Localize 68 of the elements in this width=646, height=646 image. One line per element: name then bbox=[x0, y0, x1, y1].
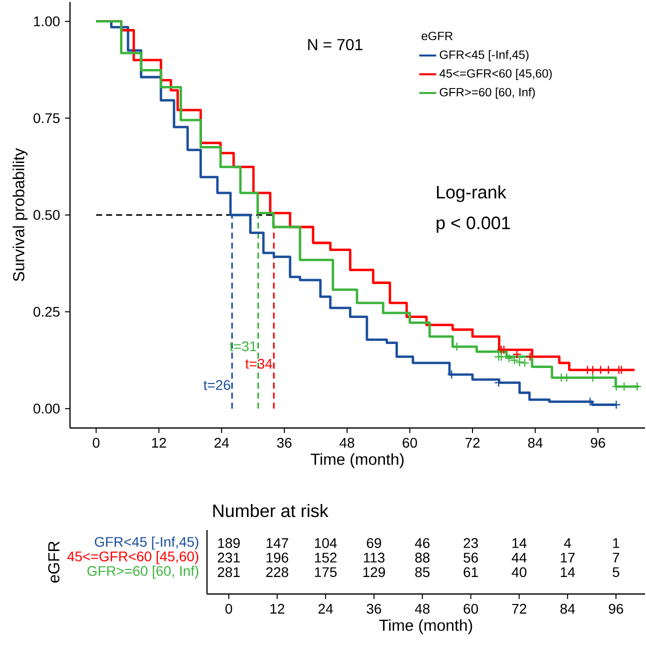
data-label: 56 bbox=[464, 552, 478, 563]
y-axis-title: Survival probability bbox=[12, 148, 28, 282]
x-axis-title: Time (month) bbox=[379, 619, 472, 634]
y-tick-label: 45<=GFR<60 [45,60) bbox=[67, 551, 198, 564]
data-label: 113 bbox=[364, 552, 384, 563]
x-tick-label: 60 bbox=[464, 604, 478, 614]
y-tick-label: GFR>=60 [60, Inf) bbox=[87, 566, 198, 579]
data-label: 85 bbox=[415, 567, 430, 578]
x-tick-label: 12 bbox=[270, 604, 284, 614]
y-tick-label: 0.00 bbox=[34, 404, 60, 414]
data-label: 1 bbox=[613, 538, 620, 548]
ref-line-label: t=31 bbox=[230, 341, 256, 352]
x-tick-label: 72 bbox=[465, 438, 480, 448]
x-tick-label: 24 bbox=[318, 604, 333, 614]
data-label: 14 bbox=[512, 538, 527, 548]
data-label: 61 bbox=[464, 567, 478, 578]
data-label: 88 bbox=[415, 552, 430, 563]
data-label: 152 bbox=[315, 552, 337, 563]
data-label: 175 bbox=[315, 567, 337, 578]
data-label: 4 bbox=[564, 538, 572, 548]
legend-label: 45<=GFR<60 [45,60) bbox=[439, 68, 552, 80]
data-label: 23 bbox=[464, 538, 478, 548]
x-tick-label: 12 bbox=[152, 438, 166, 448]
x-tick-label: 36 bbox=[277, 438, 292, 448]
y-axis-title: eGFR bbox=[48, 541, 60, 583]
data-label: 14 bbox=[560, 567, 575, 577]
y-tick-label: 0.50 bbox=[34, 210, 60, 220]
annotation: p < 0.001 bbox=[436, 216, 510, 233]
data-label: 40 bbox=[512, 567, 526, 578]
x-tick-label: 84 bbox=[560, 604, 575, 614]
x-tick-label: 48 bbox=[414, 604, 430, 614]
data-label: 147 bbox=[266, 538, 288, 548]
x-tick-label: 60 bbox=[402, 438, 417, 448]
legend-title: eGFR bbox=[422, 32, 453, 40]
x-tick-label: 84 bbox=[528, 438, 543, 448]
x-tick-label: 72 bbox=[512, 604, 526, 614]
annotation: Log-rank bbox=[437, 185, 506, 202]
x-tick-label: 24 bbox=[214, 438, 229, 448]
x-axis-title: Time (month) bbox=[310, 453, 404, 468]
ref-line-label: t=34 bbox=[245, 358, 272, 369]
x-tick-label: 96 bbox=[590, 438, 606, 448]
data-label: 7 bbox=[612, 552, 620, 562]
data-label: 228 bbox=[266, 567, 288, 578]
data-label: 196 bbox=[266, 552, 288, 563]
data-label: 231 bbox=[218, 552, 240, 563]
ref-line-label: t=26 bbox=[204, 380, 230, 390]
data-label: 46 bbox=[414, 538, 430, 548]
data-label: 189 bbox=[218, 538, 240, 548]
x-tick-label: 96 bbox=[608, 604, 624, 614]
x-tick-label: 0 bbox=[225, 604, 232, 614]
data-label: 129 bbox=[363, 567, 385, 578]
legend-label: GFR<45 [-Inf,45) bbox=[440, 50, 528, 62]
chart-title: Number at risk bbox=[213, 504, 328, 518]
y-tick-label: 0.25 bbox=[34, 306, 60, 317]
annotation: N = 701 bbox=[308, 38, 362, 50]
data-label: 44 bbox=[512, 552, 527, 562]
y-tick-label: 0.75 bbox=[34, 113, 60, 124]
data-label: 104 bbox=[315, 538, 337, 548]
x-tick-label: 0 bbox=[92, 438, 100, 448]
x-tick-label: 36 bbox=[366, 604, 382, 614]
data-label: 17 bbox=[560, 552, 575, 562]
legend-label: GFR>=60 [60, Inf) bbox=[440, 88, 535, 99]
data-label: 281 bbox=[218, 567, 240, 578]
x-tick-label: 48 bbox=[340, 438, 354, 448]
y-tick-label: GFR<45 [-Inf,45) bbox=[94, 536, 198, 550]
data-label: 69 bbox=[366, 538, 382, 548]
data-label: 5 bbox=[612, 567, 620, 578]
y-tick-label: 1.00 bbox=[34, 16, 60, 26]
